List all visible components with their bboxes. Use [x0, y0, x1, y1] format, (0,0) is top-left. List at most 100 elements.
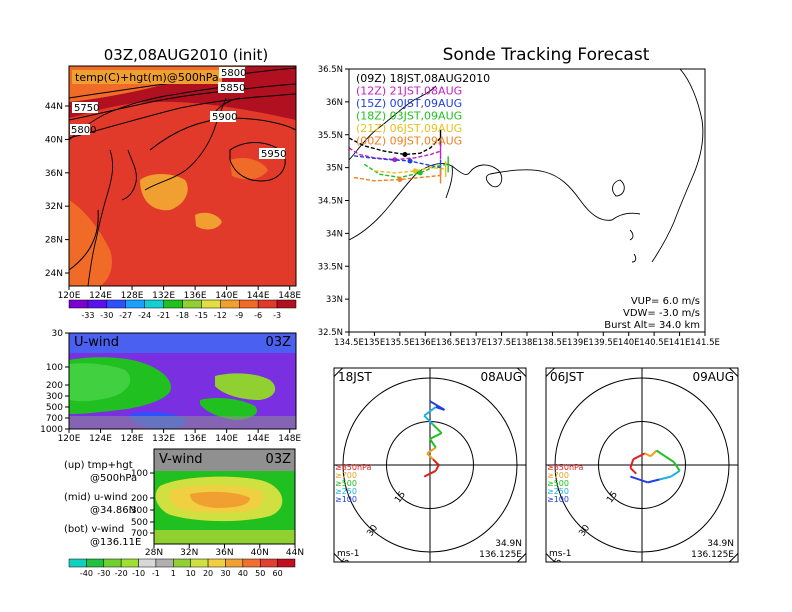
hodo-segment: [429, 432, 443, 440]
hodo-segment: [647, 478, 660, 484]
u-fill-east-2: [69, 363, 131, 402]
hodo-segment: [649, 449, 658, 458]
hodo-lat: 34.9N: [495, 539, 522, 549]
colorbar-swatch: [257, 299, 278, 309]
u-fill-top: [69, 333, 296, 353]
temp-fill-japan-patch: [140, 174, 188, 211]
hodo-level-label: ≥850hPa: [547, 463, 584, 472]
sonde-track-line: [363, 163, 449, 179]
hodo-segment: [644, 452, 652, 458]
hodo-ring-label: 45: [338, 557, 353, 572]
v-colorbar-label: -30: [97, 569, 110, 578]
v-x-label: 28N: [145, 548, 163, 558]
coast-izu-tip: [611, 212, 641, 221]
colorbar-swatch: [182, 299, 202, 309]
hodo-segment: [426, 452, 434, 460]
sonde-track-burst-point: [392, 157, 398, 163]
map-frame: [68, 65, 297, 287]
sonde-x-label: 134.5E: [334, 338, 364, 348]
hodo-segment: [432, 423, 443, 434]
note-up-2: @500hPa: [90, 473, 137, 484]
hodo-segment: [432, 458, 440, 466]
u-y-label: 300: [46, 392, 63, 402]
sonde-y-label: 33.5N: [318, 262, 343, 272]
colorbar-swatch: [201, 299, 221, 309]
coast-china: [87, 149, 114, 286]
sonde-legend-entry: (18Z) 03JST,09AUG: [356, 110, 462, 123]
u-y-label: 700: [46, 414, 63, 424]
hodo-date: 09AUG: [692, 370, 734, 384]
colorbar-label: -15: [195, 311, 208, 320]
map-x-label: 132E: [152, 291, 175, 301]
hodo2-labels: 06JST 09AUG ≥850hPa≥700≥500≥250≥100 ms-1 34.…: [547, 370, 734, 560]
v-colorbar: -40 -30 -20 -10 -1 1 10 20 30 40 50 60: [68, 558, 296, 578]
sonde-y-label: 33N: [326, 295, 343, 305]
hodo-unit: ms-1: [549, 549, 571, 559]
hodo-level-label: ≥700: [547, 471, 569, 480]
u-fill-east-4: [200, 398, 258, 420]
hodo1-labels: 18JST 08AUG ≥850hPa≥700≥500≥250≥100 ms-1 34.…: [335, 370, 522, 560]
coast-ise: [445, 165, 453, 199]
v-colorbar-label: 1: [171, 569, 176, 578]
contour-label-box: [219, 67, 245, 78]
u-frame: [68, 332, 297, 430]
sonde-track-line: [353, 174, 441, 182]
colorbar-swatch: [125, 299, 145, 309]
sonde-y-label: 35N: [326, 164, 343, 174]
sonde-track-line: [354, 155, 441, 169]
v-colorbar-swatch: [68, 558, 87, 568]
v-colorbar-label: 60: [273, 569, 283, 578]
colorbar-swatch: [68, 299, 89, 309]
coast-continent-north: [69, 85, 236, 141]
sonde-track-burst-point: [417, 170, 423, 176]
u-x-label: 132E: [152, 434, 175, 444]
v-colorbar-swatch: [155, 558, 174, 568]
sonde-map-area: [349, 69, 705, 332]
sonde-y-label: 36N: [326, 98, 343, 108]
v-colorbar-swatch: [120, 558, 139, 568]
sonde-y-label: 35.5N: [318, 131, 343, 141]
map-x-label: 128E: [121, 291, 144, 301]
u-y-label: 500: [46, 403, 63, 413]
hodo-segment: [629, 467, 637, 475]
temp-fill-south-patch: [69, 200, 112, 286]
v-colorbar-label: 10: [186, 569, 196, 578]
contour-label-5800b: 5800: [71, 125, 96, 136]
u-fill-east-3: [215, 373, 276, 400]
sonde-x-label: 135E: [364, 338, 386, 348]
v-colorbar-swatch: [207, 558, 226, 568]
coast-kii: [349, 163, 503, 241]
contour-label-5800a: 5800: [221, 68, 246, 79]
colorbar-label: -24: [138, 311, 151, 320]
sonde-x-label: 135.5E: [385, 338, 415, 348]
u-x-label: 148E: [278, 434, 301, 444]
contour-label-box: [218, 82, 244, 93]
sonde-x-label: 137.5E: [487, 338, 517, 348]
map-field-label: temp(C)+hgt(m)@500hPa: [75, 71, 219, 84]
v-colorbar-label: -1: [152, 569, 160, 578]
v-colorbar-label: 50: [255, 569, 265, 578]
temp-fill-east-patch: [195, 212, 222, 230]
v-colorbar-label: -20: [115, 569, 128, 578]
note-up-1: (up) tmp+hgt: [64, 460, 133, 471]
colorbar-swatch: [220, 299, 240, 309]
hodo-time: 06JST: [550, 370, 584, 384]
coast-tokai: [489, 169, 613, 221]
u-wind-field: [69, 333, 296, 429]
sonde-x-label: 139.5E: [588, 338, 618, 348]
contour-label-5750: 5750: [74, 103, 99, 114]
island-b: [629, 229, 634, 241]
v-colorbar-label: -40: [80, 569, 93, 578]
u-x-label: 140E: [215, 434, 238, 444]
v-y-label: 200: [131, 494, 148, 504]
sonde-params: VUP= 6.0 m/s VDW= -3.0 m/s Burst Alt= 34…: [604, 296, 700, 331]
param-burst: Burst Alt= 34.0 km: [604, 320, 700, 331]
sonde-axis-ticks: 134.5E 135E 135.5E 136E 136.5E 137E 137.5E 138E…: [318, 65, 720, 348]
hodo-segment: [629, 458, 635, 469]
map-y-label: 28N: [45, 236, 63, 246]
note-bot-1: (bot) v-wind: [64, 524, 124, 535]
colorbar-label: -21: [157, 311, 170, 320]
u-label: U-wind: [74, 335, 119, 350]
